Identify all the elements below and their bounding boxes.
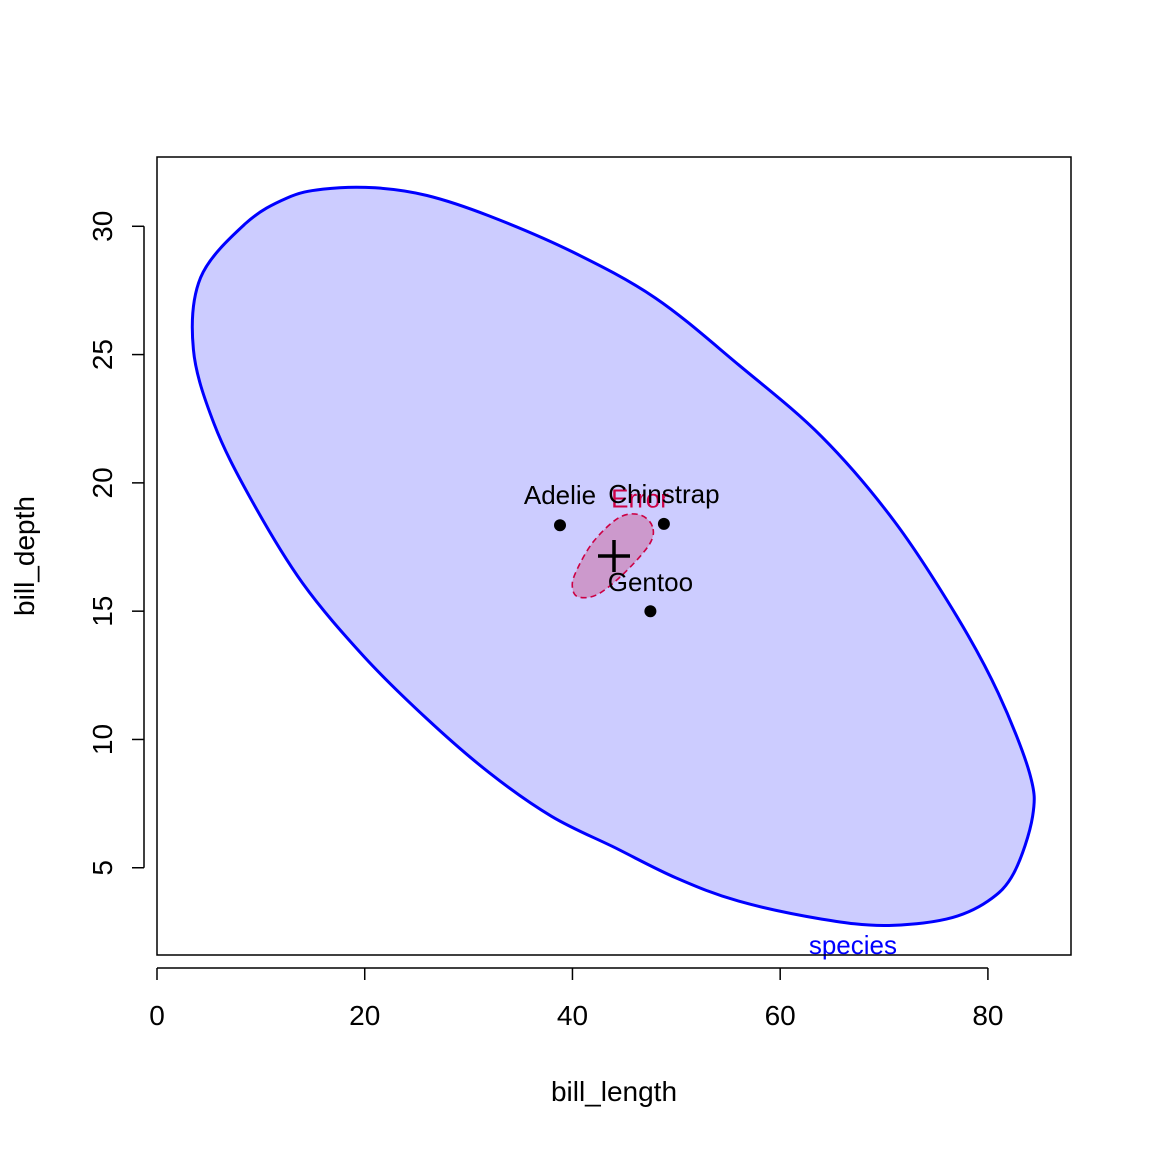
- axes-layer: 0 20 40 60 80 5 10 15 20 25 30: [87, 156, 1072, 1031]
- x-tick-label: 60: [765, 1000, 796, 1031]
- y-axis-label: bill_depth: [9, 496, 40, 616]
- point-marker: [554, 519, 566, 532]
- ellipse-label: Error: [611, 483, 669, 513]
- x-axis-label: bill_length: [551, 1076, 677, 1107]
- x-tick-label: 40: [557, 1000, 588, 1031]
- y-tick-label: 30: [87, 211, 118, 242]
- point-marker: [657, 517, 670, 530]
- point-label: Gentoo: [608, 567, 693, 597]
- point-layer: Adelie Chinstrap Gentoo: [524, 479, 720, 618]
- y-tick-label: 5: [87, 860, 118, 876]
- x-tick-label: 0: [149, 1000, 165, 1031]
- point-marker: [644, 605, 657, 618]
- y-tick-label: 10: [87, 724, 118, 755]
- y-tick-label: 25: [87, 339, 118, 370]
- x-tick-label: 20: [349, 1000, 380, 1031]
- plot-frame: [156, 156, 1072, 956]
- y-tick-label: 20: [87, 467, 118, 498]
- x-tick-label: 80: [972, 1000, 1003, 1031]
- point-label: Adelie: [524, 480, 596, 510]
- point-label: Chinstrap: [608, 479, 719, 509]
- y-tick-label: 15: [87, 596, 118, 627]
